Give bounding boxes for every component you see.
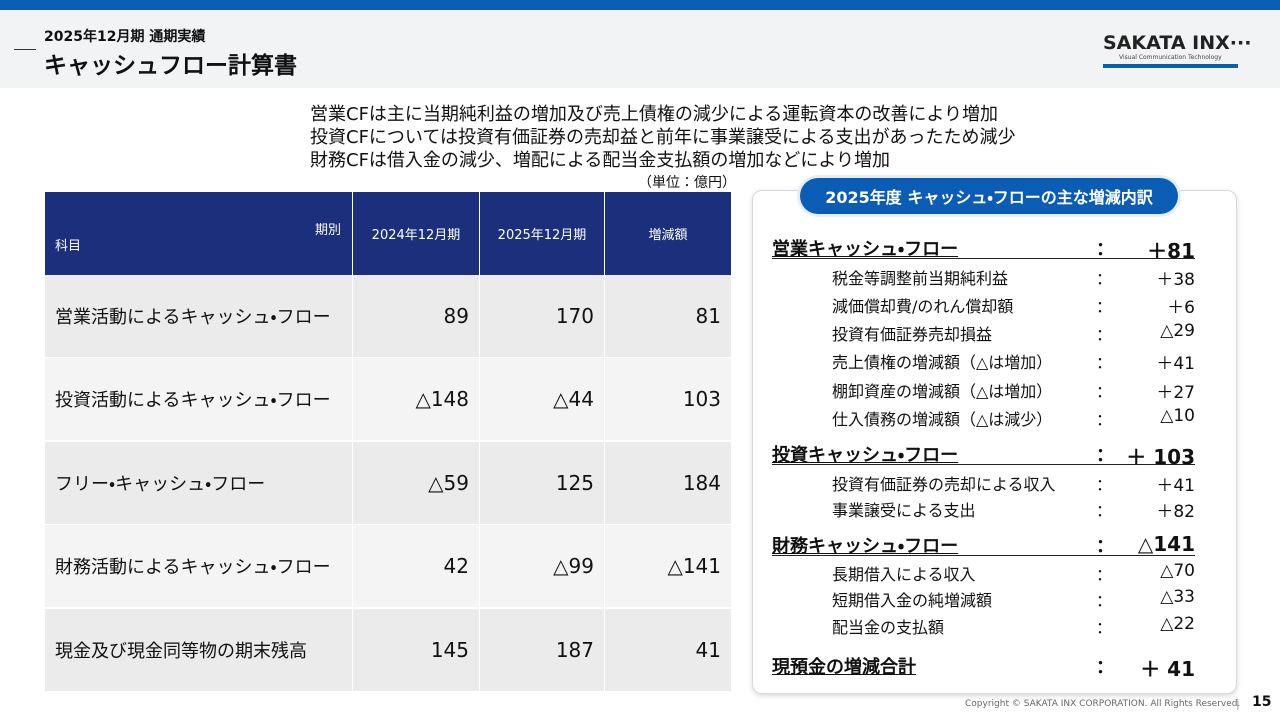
summary-line: 営業CFは主に当期純利益の増加及び売上債権の減少による運転資本の改善により増加 [310, 104, 999, 125]
header-band [0, 0, 1280, 88]
cell-value: 170 [480, 275, 605, 358]
item-label: 投資有価証券の売却による収入 [832, 475, 1056, 494]
item-label: 減価償却費/のれん償却額 [832, 297, 1014, 316]
section-label: 財務キャッシュ・フロー [772, 536, 959, 557]
breakdown-title: 2025年度 キャッシュ・フローの主な増減内訳 [800, 178, 1178, 214]
cell-value: 89 [353, 275, 480, 358]
item-value: ＋41 [1156, 476, 1195, 496]
copyright: Copyright © SAKATA INX CORPORATION. All … [965, 699, 1241, 709]
section-value: △141 [1137, 532, 1195, 556]
colon: ： [1096, 410, 1113, 429]
cell-value: 103 [605, 358, 732, 442]
section-value: ＋ 103 [1126, 445, 1195, 469]
item-label: 投資有価証券売却損益 [832, 325, 993, 344]
row-label: 財務活動によるキャッシュ・フロー [45, 525, 353, 609]
item-value: ＋27 [1156, 383, 1195, 403]
section-rule [772, 464, 1195, 465]
cell-value: 81 [605, 275, 732, 358]
item-label: 棚卸資産の増減額（△は増加） [832, 382, 1053, 401]
colon: ： [1096, 536, 1114, 557]
item-label: 売上債権の増減額（△は増加） [832, 353, 1053, 372]
item-value: △22 [1160, 614, 1195, 634]
item-value: ＋41 [1156, 354, 1195, 374]
colon: ： [1096, 657, 1114, 678]
header-cell [45, 192, 353, 275]
corner-top: 期別 [315, 223, 342, 238]
cell-value: △99 [480, 525, 605, 609]
section-rule [772, 258, 1195, 259]
section-label: 投資キャッシュ・フロー [772, 445, 959, 466]
cell-value: △44 [480, 358, 605, 442]
item-value: △29 [1160, 321, 1195, 341]
logo-tagline: Visual Communication Technology [1119, 54, 1222, 61]
unit: （単位：億円） [638, 175, 736, 191]
colon: ： [1096, 501, 1113, 520]
summary-line: 財務CFは借入金の減少、増配による配当金支払額の増加などにより増加 [310, 150, 891, 171]
colon: ： [1096, 297, 1113, 316]
colon: ： [1096, 618, 1113, 637]
logo: SAKATA INX··· [1103, 32, 1252, 54]
top-bar [0, 0, 1280, 10]
cell-value: 187 [480, 608, 605, 692]
colon: ： [1096, 565, 1113, 584]
corner-bottom: 科目 [55, 239, 82, 254]
item-label: 長期借入による収入 [832, 565, 976, 584]
section-rule [772, 555, 1195, 556]
row-label: 営業活動によるキャッシュ・フロー [45, 275, 353, 358]
colon: ： [1096, 382, 1113, 401]
row-label: 現金及び現金同等物の期末残高 [45, 608, 353, 692]
section-value: ＋81 [1147, 239, 1195, 263]
logo-bar [1103, 64, 1238, 68]
column-header: 2025年12月期 [480, 192, 605, 275]
separator: | [1236, 697, 1240, 710]
cell-value: 184 [605, 441, 732, 525]
breakdown-panel [752, 190, 1237, 694]
colon: ： [1096, 269, 1113, 288]
column-header: 2024年12月期 [353, 192, 480, 275]
item-value: ＋82 [1156, 502, 1195, 522]
item-label: 事業譲受による支出 [832, 501, 976, 520]
cell-value: 125 [480, 441, 605, 525]
period: 2025年12月期 通期実績 [44, 29, 206, 45]
item-value: ＋38 [1156, 270, 1195, 290]
column-header: 増減額 [605, 192, 732, 275]
colon: ： [1096, 353, 1113, 372]
section-value: ＋ 41 [1140, 657, 1195, 681]
item-label: 配当金の支払額 [832, 618, 945, 637]
row-label: フリー・キャッシュ・フロー [45, 441, 353, 525]
row-label: 投資活動によるキャッシュ・フロー [45, 358, 353, 442]
item-value: △70 [1160, 561, 1195, 581]
dash [14, 49, 36, 50]
page-title: キャッシュフロー計算書 [44, 53, 297, 79]
colon: ： [1096, 325, 1113, 344]
section-label: 営業キャッシュ・フロー [772, 239, 959, 260]
cell-value: △141 [605, 525, 732, 609]
item-value: △10 [1160, 406, 1195, 426]
cell-value: 145 [353, 608, 480, 692]
section-label: 現預金の増減合計 [772, 657, 916, 678]
summary-line: 投資CFについては投資有価証券の売却益と前年に事業譲受による支出があったため減少 [310, 127, 1016, 148]
colon: ： [1096, 475, 1113, 494]
cell-value: 41 [605, 608, 732, 692]
page-number: 15 [1252, 694, 1272, 710]
item-label: 短期借入金の純増減額 [832, 591, 993, 610]
cell-value: 42 [353, 525, 480, 609]
colon: ： [1096, 591, 1113, 610]
cell-value: △59 [353, 441, 480, 525]
cell-value: △148 [353, 358, 480, 442]
item-label: 仕入債務の増減額（△は減少） [832, 410, 1053, 429]
item-label: 税金等調整前当期純利益 [832, 269, 1009, 288]
colon: ： [1096, 239, 1114, 260]
colon: ： [1096, 445, 1114, 466]
item-value: △33 [1160, 587, 1195, 607]
item-value: ＋6 [1167, 298, 1195, 318]
